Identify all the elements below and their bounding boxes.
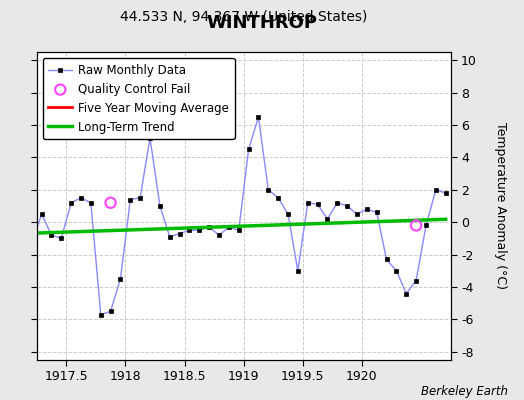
Legend: Raw Monthly Data, Quality Control Fail, Five Year Moving Average, Long-Term Tren: Raw Monthly Data, Quality Control Fail, … (42, 58, 235, 140)
Raw Monthly Data (58, 236, 64, 241)
Raw Monthly Data (19, 244, 25, 249)
Raw Monthly Data (9, 207, 15, 212)
Raw Monthly Data (38, 212, 45, 216)
Raw Monthly Data (157, 204, 163, 208)
Raw Monthly Data (147, 136, 153, 140)
Raw Monthly Data (285, 212, 291, 216)
Raw Monthly Data (413, 278, 419, 283)
Raw Monthly Data (433, 187, 439, 192)
Quality Control Fail (106, 200, 115, 206)
Raw Monthly Data (344, 204, 351, 208)
Raw Monthly Data (167, 234, 173, 239)
Raw Monthly Data (107, 309, 114, 314)
Raw Monthly Data (29, 241, 35, 246)
Raw Monthly Data (275, 196, 281, 200)
Line: Raw Monthly Data: Raw Monthly Data (10, 115, 447, 317)
Raw Monthly Data (97, 312, 104, 317)
Raw Monthly Data (443, 191, 449, 196)
Raw Monthly Data (374, 210, 380, 215)
Raw Monthly Data (226, 225, 232, 230)
Raw Monthly Data (423, 223, 429, 228)
Raw Monthly Data (117, 276, 124, 281)
Quality Control Fail (412, 222, 420, 229)
Raw Monthly Data (127, 197, 134, 202)
Raw Monthly Data (177, 231, 183, 236)
Raw Monthly Data (384, 257, 390, 262)
Raw Monthly Data (88, 200, 94, 205)
Raw Monthly Data (265, 187, 271, 192)
Raw Monthly Data (78, 196, 84, 200)
Raw Monthly Data (334, 200, 341, 205)
Raw Monthly Data (403, 291, 409, 296)
Raw Monthly Data (294, 268, 301, 273)
Text: WINTHROP: WINTHROP (206, 14, 318, 32)
Raw Monthly Data (216, 233, 222, 238)
Raw Monthly Data (314, 202, 321, 207)
Raw Monthly Data (364, 207, 370, 212)
Raw Monthly Data (304, 200, 311, 205)
Raw Monthly Data (245, 147, 252, 152)
Raw Monthly Data (187, 228, 193, 233)
Raw Monthly Data (68, 200, 74, 205)
Raw Monthly Data (354, 212, 360, 216)
Raw Monthly Data (236, 228, 242, 233)
Text: Berkeley Earth: Berkeley Earth (421, 385, 508, 398)
Y-axis label: Temperature Anomaly (°C): Temperature Anomaly (°C) (494, 122, 507, 290)
Raw Monthly Data (196, 228, 202, 233)
Raw Monthly Data (324, 216, 331, 221)
Title: 44.533 N, 94.367 W (United States): 44.533 N, 94.367 W (United States) (120, 10, 367, 24)
Raw Monthly Data (255, 114, 261, 119)
Raw Monthly Data (206, 225, 212, 230)
Raw Monthly Data (394, 268, 400, 273)
Raw Monthly Data (137, 196, 144, 200)
Raw Monthly Data (48, 233, 54, 238)
